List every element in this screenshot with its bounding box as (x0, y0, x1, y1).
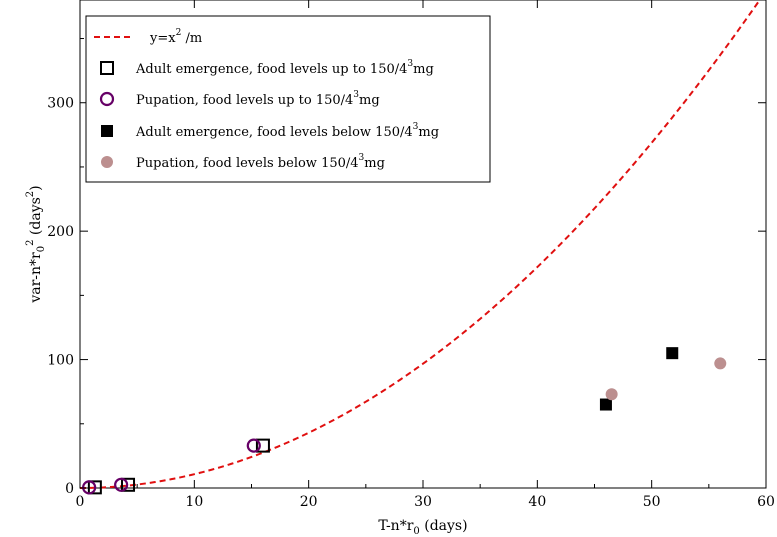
point-open-circle (246, 438, 261, 453)
legend: y=x2 /m Adult emergence, food levels up … (85, 15, 491, 183)
x-tick-label: 10 (185, 494, 203, 510)
point-filled-square (666, 347, 679, 360)
y-tick-label: 0 (65, 481, 74, 497)
x-tick-label: 0 (76, 494, 85, 510)
legend-label-filled-square: Adult emergence, food levels below 150/4… (135, 122, 439, 140)
point-open-square (255, 438, 270, 453)
point-filled-circle (605, 388, 618, 401)
fit-curve (79, 0, 761, 489)
legend-label-open-circle: Pupation, food levels up to 150/43mg (136, 90, 380, 108)
point-filled-circle (714, 357, 727, 370)
legend-swatch-open-square (100, 61, 114, 75)
legend-box (85, 15, 491, 183)
y-tick-label: 100 (47, 353, 74, 369)
point-open-circle (114, 477, 129, 492)
x-tick-label: 60 (757, 494, 775, 510)
x-tick-label: 30 (414, 494, 432, 510)
legend-swatch-open-circle (99, 91, 115, 107)
point-open-circle (82, 480, 97, 495)
point-open-square (87, 480, 102, 495)
y-tick-label: 300 (47, 96, 74, 112)
y-axis-label: var-n*r02 (days2) (25, 185, 47, 303)
x-axis-label: T-n*r0 (days) (378, 518, 467, 537)
x-tick-label: 20 (300, 494, 318, 510)
legend-swatch-filled-square (101, 125, 113, 137)
legend-label-filled-circle: Pupation, food levels below 150/43mg (136, 153, 385, 171)
ticks-layer: 0 10 20 30 40 50 60 0 100 200 300 (47, 0, 775, 510)
x-tick-label: 50 (643, 494, 661, 510)
y-tick-label: 200 (47, 224, 74, 240)
points-layer (82, 347, 727, 495)
point-filled-square (599, 398, 612, 411)
legend-swatch-filled-circle (101, 156, 113, 168)
point-open-square (121, 477, 136, 492)
x-tick-label: 40 (528, 494, 546, 510)
legend-label-open-square: Adult emergence, food levels up to 150/4… (135, 59, 434, 77)
curve-layer (79, 0, 761, 489)
legend-label-curve: y=x2 /m (149, 28, 202, 46)
